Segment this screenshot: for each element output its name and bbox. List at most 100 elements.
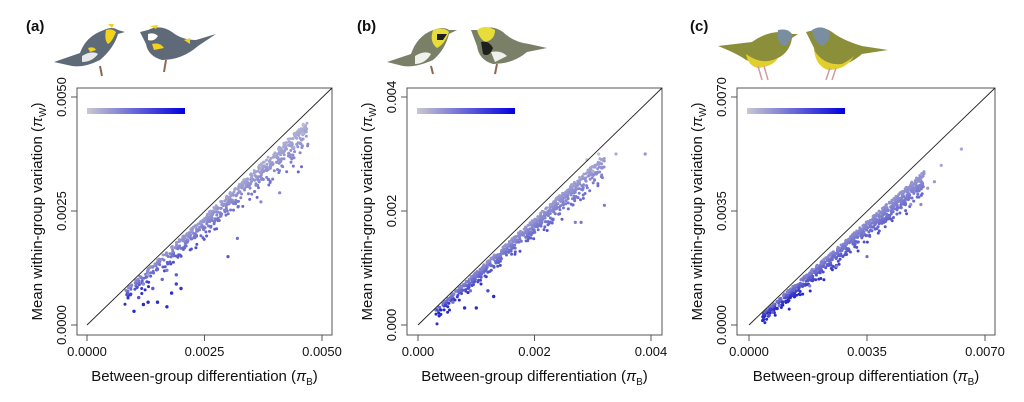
data-point [581, 196, 585, 200]
data-point [880, 220, 884, 224]
data-point [225, 209, 229, 213]
y-tick-label: 0.0025 [54, 191, 69, 231]
data-point [216, 207, 219, 211]
data-point [214, 218, 217, 222]
data-point [260, 176, 264, 180]
data-point [478, 273, 481, 276]
data-point [489, 257, 493, 261]
data-point [220, 203, 224, 207]
data-point [837, 246, 841, 250]
data-point [304, 134, 308, 138]
data-point [288, 143, 292, 147]
bird-right-icon [471, 27, 547, 75]
data-point [231, 193, 235, 197]
data-point [191, 227, 194, 231]
data-point [565, 191, 569, 194]
x-tick-label: 0.0035 [847, 344, 887, 359]
data-point [461, 288, 465, 292]
data-point [248, 197, 252, 201]
data-point [901, 189, 905, 193]
data-point [848, 250, 852, 254]
x-axis-label: Between-group differentiation (πB) [753, 368, 980, 388]
color-legend-bar [87, 108, 185, 114]
data-point [219, 214, 223, 218]
data-point [261, 160, 265, 164]
data-point [866, 220, 870, 223]
data-point [258, 163, 262, 167]
data-point [497, 261, 500, 265]
y-tick-label: 0.0000 [714, 305, 729, 345]
data-point [255, 195, 259, 199]
data-point [588, 177, 592, 181]
data-point [496, 253, 500, 257]
data-point [814, 270, 817, 274]
data-point [232, 190, 236, 194]
data-point [909, 185, 913, 189]
data-point [177, 240, 181, 244]
data-point [238, 185, 242, 189]
data-point [291, 137, 295, 141]
data-point [877, 222, 881, 226]
bird-right-icon [140, 25, 216, 73]
data-point [528, 223, 532, 227]
y-tick-label: 0.002 [384, 195, 399, 228]
data-point [773, 313, 777, 317]
data-point [149, 274, 153, 278]
data-point [143, 288, 147, 292]
data-point [185, 238, 189, 242]
data-point [500, 250, 503, 254]
data-point [254, 175, 258, 179]
bird-left-icon [387, 28, 457, 75]
data-point [545, 229, 549, 232]
data-point [596, 167, 600, 171]
data-point [207, 218, 211, 222]
data-point [499, 257, 503, 261]
data-point [562, 206, 565, 210]
x-axis-label-close: ) [643, 368, 648, 385]
data-point [850, 237, 854, 241]
data-point [268, 160, 272, 163]
data-point [793, 292, 796, 296]
data-point [227, 195, 231, 199]
data-point [267, 183, 271, 187]
x-axis-label-symbol: π [626, 368, 637, 385]
data-point [470, 284, 474, 287]
data-point [866, 226, 870, 230]
data-point [593, 165, 597, 169]
data-point [542, 228, 546, 232]
data-point [457, 298, 461, 302]
data-point [883, 219, 887, 223]
data-point [439, 312, 443, 316]
data-point [168, 260, 172, 264]
data-point [229, 208, 233, 212]
data-point [251, 177, 255, 181]
data-point [484, 269, 488, 272]
data-point [554, 205, 558, 208]
data-point [249, 178, 253, 181]
data-point [784, 301, 788, 304]
data-point [574, 184, 578, 188]
data-point [140, 276, 144, 280]
data-point [901, 202, 905, 206]
data-point [524, 227, 527, 231]
data-point [562, 193, 566, 197]
data-point [215, 227, 219, 231]
data-point [282, 157, 286, 161]
data-point [513, 246, 517, 250]
data-point [887, 200, 891, 204]
data-point [808, 284, 812, 288]
data-point [174, 282, 178, 286]
data-point [847, 248, 851, 252]
data-point [246, 185, 250, 189]
data-point [817, 277, 821, 281]
x-tick-label: 0.002 [518, 344, 551, 359]
data-point [861, 230, 865, 234]
data-point [890, 206, 894, 210]
data-point [511, 239, 515, 243]
data-point [793, 284, 797, 287]
y-axis-label-subscript: W [368, 107, 379, 117]
data-point [216, 216, 220, 220]
data-point [789, 296, 792, 300]
data-point [300, 165, 303, 169]
data-point [202, 226, 206, 230]
